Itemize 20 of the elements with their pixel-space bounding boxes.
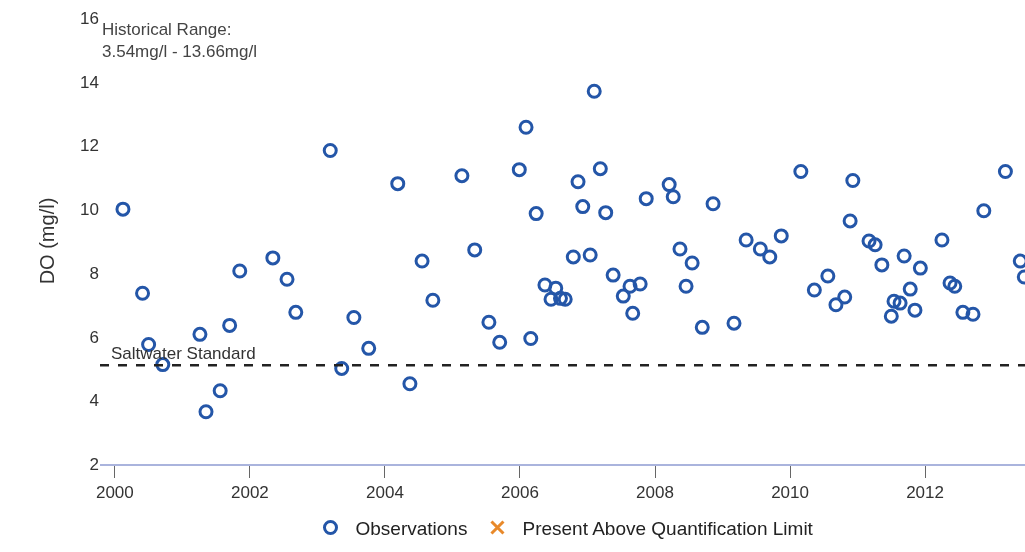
x-tick-label: 2010 bbox=[771, 483, 809, 503]
annotation: Historical Range: 3.54mg/l - 13.66mg/l bbox=[102, 20, 257, 62]
ref-line-label: Saltwater Standard bbox=[111, 344, 256, 363]
y-tick-label: 4 bbox=[89, 391, 99, 411]
x-tick-label: 2008 bbox=[636, 483, 674, 503]
y-tick-label: 14 bbox=[80, 72, 99, 92]
x-tick-label: 2006 bbox=[501, 483, 539, 503]
x-tick-label: 2000 bbox=[95, 483, 134, 503]
y-tick-label: 16 bbox=[80, 8, 99, 28]
y-tick-label: 2 bbox=[89, 454, 99, 474]
x-tick-label: 2002 bbox=[230, 483, 269, 503]
y-tick-label: 10 bbox=[80, 200, 99, 220]
legend-label: Observations bbox=[355, 517, 468, 539]
x-tick-label: 2004 bbox=[366, 483, 404, 503]
y-tick-label: 6 bbox=[89, 327, 99, 347]
y-tick-label: 12 bbox=[80, 136, 99, 156]
y-tick-label: 8 bbox=[89, 263, 99, 283]
legend-label: Present Above Quantification Limit bbox=[522, 517, 814, 539]
x-tick-label: 2012 bbox=[906, 483, 944, 503]
y-axis-title: DO (mg/l) bbox=[35, 197, 58, 285]
